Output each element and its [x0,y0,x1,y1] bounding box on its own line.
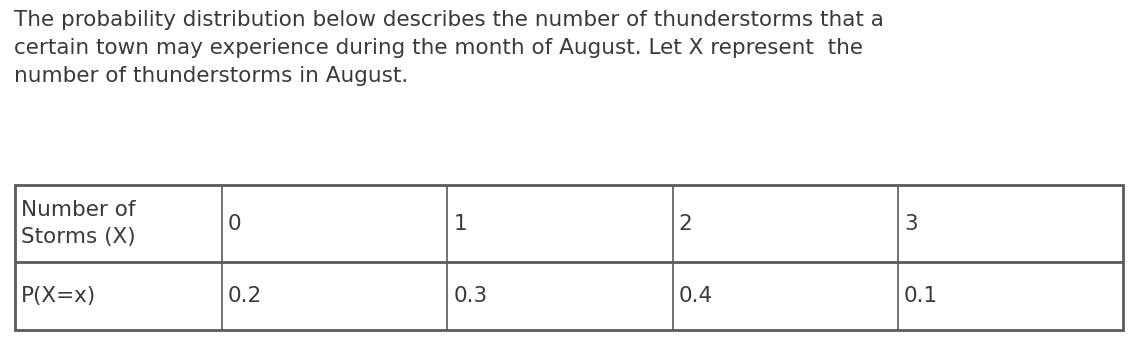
Text: 0.2: 0.2 [228,286,262,306]
Text: 3: 3 [904,213,917,233]
Text: 0.4: 0.4 [678,286,712,306]
Text: P(X=x): P(X=x) [20,286,96,306]
Bar [15,185,1123,330]
Text: 2: 2 [678,213,692,233]
Text: 0: 0 [228,213,241,233]
Text: The probability distribution below describes the number of thunderstorms that a
: The probability distribution below descr… [14,10,884,86]
Text: 0.1: 0.1 [904,286,938,306]
Text: Number of
Storms (X): Number of Storms (X) [20,200,135,247]
Text: 0.3: 0.3 [453,286,487,306]
Text: 1: 1 [453,213,467,233]
